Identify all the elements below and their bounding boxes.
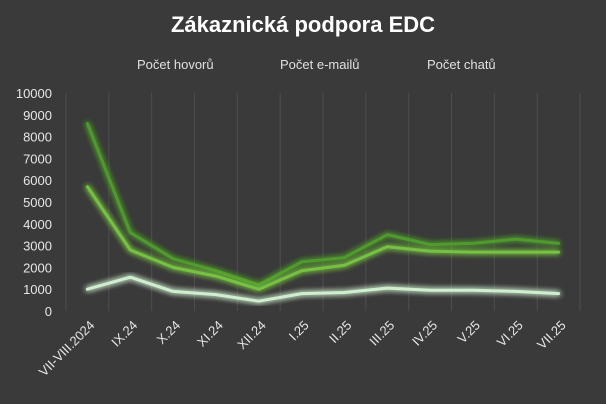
grid	[65, 93, 581, 311]
legend: Počet hovorů Počet e-mailů Počet chatů	[103, 57, 496, 72]
series-line-3	[85, 275, 561, 303]
y-tick-label: 1000	[23, 282, 52, 297]
y-tick-label: 8000	[23, 130, 52, 145]
x-tick-label: IX.24	[108, 318, 140, 350]
series-line-2	[85, 185, 561, 291]
y-tick-label: 0	[45, 304, 52, 319]
y-tick-label: 6000	[23, 173, 52, 188]
x-tick-label: III.25	[366, 318, 397, 349]
y-tick-label: 5000	[23, 195, 52, 210]
y-tick-label: 7000	[23, 151, 52, 166]
x-tick-label: I.25	[286, 318, 312, 344]
legend-label: Počet hovorů	[137, 57, 214, 72]
legend-label: Počet chatů	[427, 57, 496, 72]
x-tick-label: II.25	[326, 318, 354, 346]
x-tick-label: IV.25	[409, 318, 440, 349]
x-tick-label: VI.25	[494, 318, 526, 350]
legend-label: Počet e-mailů	[280, 57, 359, 72]
x-tick-label: XII.24	[234, 318, 269, 353]
y-tick-label: 4000	[23, 217, 52, 232]
x-tick-label: V.25	[454, 318, 483, 347]
x-axis: VII-VIII.2024 IX.24 X.24 XI.24 XII.24 I.25 II.…	[36, 318, 569, 380]
chart-title: Zákaznická podpora EDC	[171, 12, 435, 37]
y-axis: 0 1000 2000 3000 4000 5000 6000 7000 8000 9000 100…	[16, 86, 52, 319]
x-tick-label: XI.24	[194, 318, 226, 350]
x-tick-label: VII-VIII.2024	[36, 318, 98, 380]
series-line-1	[85, 122, 561, 287]
x-tick-label: VII.25	[534, 318, 569, 353]
y-tick-label: 10000	[16, 86, 52, 101]
series-group	[85, 122, 561, 303]
y-tick-label: 3000	[23, 239, 52, 254]
y-tick-label: 9000	[23, 108, 52, 123]
x-tick-label: X.24	[154, 318, 184, 348]
y-tick-label: 2000	[23, 260, 52, 275]
